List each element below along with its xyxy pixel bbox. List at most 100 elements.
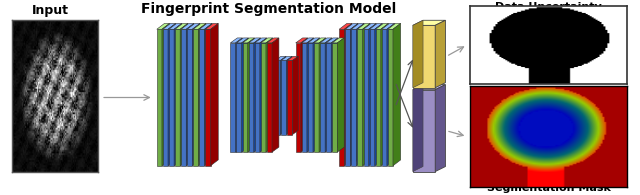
- Polygon shape: [237, 38, 248, 43]
- Polygon shape: [370, 23, 383, 29]
- Polygon shape: [381, 23, 388, 166]
- Polygon shape: [287, 56, 298, 60]
- Bar: [364, 29, 369, 166]
- Polygon shape: [320, 38, 332, 43]
- Polygon shape: [175, 23, 188, 29]
- Polygon shape: [413, 85, 445, 90]
- Bar: [314, 43, 319, 152]
- Text: Data Uncertainty: Data Uncertainty: [495, 2, 602, 12]
- Polygon shape: [157, 23, 170, 29]
- Polygon shape: [181, 23, 194, 29]
- Polygon shape: [261, 38, 273, 43]
- Polygon shape: [388, 23, 401, 29]
- Polygon shape: [198, 23, 206, 166]
- Polygon shape: [351, 23, 358, 166]
- Polygon shape: [255, 38, 267, 43]
- Bar: [275, 60, 280, 135]
- Polygon shape: [236, 38, 243, 152]
- Bar: [282, 60, 287, 135]
- Bar: [248, 43, 253, 152]
- Bar: [175, 29, 180, 166]
- Polygon shape: [369, 23, 376, 166]
- Polygon shape: [205, 23, 218, 29]
- Polygon shape: [387, 23, 395, 166]
- Polygon shape: [362, 23, 370, 166]
- Bar: [370, 29, 375, 166]
- Polygon shape: [301, 38, 308, 152]
- Polygon shape: [168, 23, 175, 166]
- Bar: [302, 43, 307, 152]
- Polygon shape: [435, 85, 445, 172]
- Bar: [267, 43, 272, 152]
- Polygon shape: [211, 23, 218, 166]
- Polygon shape: [174, 23, 182, 166]
- Polygon shape: [248, 38, 260, 43]
- Bar: [157, 29, 162, 166]
- Polygon shape: [302, 38, 314, 43]
- Polygon shape: [162, 23, 170, 166]
- Polygon shape: [186, 23, 194, 166]
- Bar: [243, 43, 248, 152]
- Bar: [181, 29, 186, 166]
- Polygon shape: [314, 38, 326, 43]
- Polygon shape: [292, 56, 298, 135]
- Polygon shape: [381, 23, 395, 29]
- Polygon shape: [376, 23, 388, 29]
- Polygon shape: [267, 38, 279, 43]
- Bar: [308, 43, 313, 152]
- Bar: [230, 43, 236, 152]
- Polygon shape: [187, 23, 200, 29]
- Polygon shape: [205, 23, 212, 166]
- Polygon shape: [326, 38, 338, 43]
- Polygon shape: [337, 38, 344, 152]
- Polygon shape: [313, 38, 320, 152]
- Polygon shape: [351, 23, 364, 29]
- Polygon shape: [272, 38, 279, 152]
- Bar: [339, 29, 344, 166]
- Bar: [296, 43, 301, 152]
- Bar: [388, 29, 393, 166]
- Bar: [332, 43, 337, 152]
- Polygon shape: [296, 38, 308, 43]
- Bar: [413, 90, 435, 172]
- Polygon shape: [413, 20, 445, 25]
- Polygon shape: [280, 56, 286, 135]
- Text: Fingerprint Segmentation Model: Fingerprint Segmentation Model: [141, 2, 396, 16]
- Polygon shape: [393, 23, 401, 166]
- Bar: [346, 29, 351, 166]
- Bar: [187, 29, 192, 166]
- Polygon shape: [163, 23, 175, 29]
- Polygon shape: [282, 56, 292, 60]
- Polygon shape: [357, 23, 370, 29]
- Polygon shape: [180, 23, 188, 166]
- Polygon shape: [319, 38, 326, 152]
- Polygon shape: [375, 23, 383, 166]
- Polygon shape: [287, 56, 292, 135]
- Polygon shape: [332, 38, 344, 43]
- Text: Input: Input: [32, 4, 69, 17]
- Polygon shape: [192, 23, 200, 166]
- Polygon shape: [364, 23, 376, 29]
- Polygon shape: [413, 85, 423, 172]
- Polygon shape: [346, 23, 358, 29]
- Polygon shape: [200, 23, 212, 29]
- Polygon shape: [356, 23, 364, 166]
- Bar: [351, 29, 356, 166]
- Polygon shape: [169, 23, 182, 29]
- Polygon shape: [435, 20, 445, 88]
- Polygon shape: [275, 56, 286, 60]
- Bar: [193, 29, 198, 166]
- Bar: [200, 29, 205, 166]
- Polygon shape: [413, 20, 423, 88]
- Bar: [357, 29, 362, 166]
- Polygon shape: [339, 23, 352, 29]
- Bar: [413, 25, 435, 88]
- Polygon shape: [242, 38, 248, 152]
- Bar: [163, 29, 168, 166]
- Polygon shape: [243, 38, 255, 43]
- Bar: [287, 60, 292, 135]
- Bar: [381, 29, 387, 166]
- Polygon shape: [248, 38, 255, 152]
- Bar: [326, 43, 332, 152]
- Bar: [169, 29, 174, 166]
